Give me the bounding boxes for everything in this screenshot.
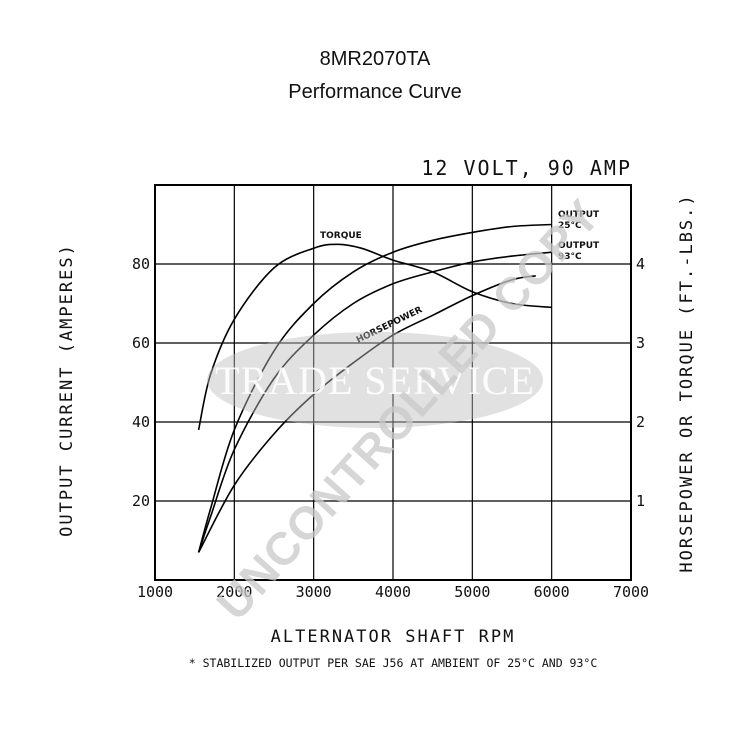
y-tick-label: 40 xyxy=(132,413,150,431)
y-tick-label: 60 xyxy=(132,334,150,352)
y2-tick-labels: 1 2 3 4 xyxy=(636,255,645,510)
x-axis-title: ALTERNATOR SHAFT RPM xyxy=(271,627,516,647)
x-tick-label: 1000 xyxy=(137,583,173,601)
rating-label: 12 VOLT, 90 AMP xyxy=(421,156,632,180)
output-25c-curve xyxy=(197,223,552,553)
y-axis-title: OUTPUT CURRENT (AMPERES) xyxy=(57,243,77,537)
x-tick-label: 3000 xyxy=(296,583,332,601)
horsepower-curve xyxy=(197,275,536,553)
watermark: TRADE SERVICE UNCONTROLLED COPY xyxy=(206,189,610,630)
output-93-label-line2: 93°C xyxy=(558,252,582,262)
y2-tick-label: 2 xyxy=(636,413,645,431)
output-93-label-line1: OUTPUT xyxy=(558,241,600,251)
torque-label: TORQUE xyxy=(320,231,362,241)
output-25-label-line2: 25°C xyxy=(558,221,582,231)
y-tick-label: 20 xyxy=(132,492,150,510)
chart-title: 8MR2070TA xyxy=(320,48,431,70)
torque-curve xyxy=(197,243,552,431)
trade-service-watermark: TRADE SERVICE xyxy=(215,358,535,403)
y-tick-label: 80 xyxy=(132,255,150,273)
x-tick-label: 2000 xyxy=(216,583,252,601)
output-93c-curve xyxy=(197,251,552,553)
x-tick-labels: 1000 2000 3000 4000 5000 6000 7000 xyxy=(137,583,649,601)
x-tick-label: 7000 xyxy=(613,583,649,601)
grid-lines xyxy=(155,185,631,580)
output-25-label-line1: OUTPUT xyxy=(558,210,600,220)
trade-service-seal xyxy=(207,332,543,428)
y2-axis-title: HORSEPOWER OR TORQUE (FT.-LBS.) xyxy=(677,193,697,572)
y-tick-labels: 20 40 60 80 xyxy=(132,255,150,510)
x-tick-label: 6000 xyxy=(534,583,570,601)
x-tick-label: 5000 xyxy=(454,583,490,601)
curves xyxy=(197,223,552,553)
x-tick-label: 4000 xyxy=(375,583,411,601)
plot-area xyxy=(154,184,632,581)
footnote: * STABILIZED OUTPUT PER SAE J56 AT AMBIE… xyxy=(189,656,598,670)
plot-frame xyxy=(154,184,632,581)
y2-tick-label: 3 xyxy=(636,334,645,352)
chart-subtitle: Performance Curve xyxy=(288,81,461,103)
y2-tick-label: 4 xyxy=(636,255,645,273)
y2-tick-label: 1 xyxy=(636,492,645,510)
